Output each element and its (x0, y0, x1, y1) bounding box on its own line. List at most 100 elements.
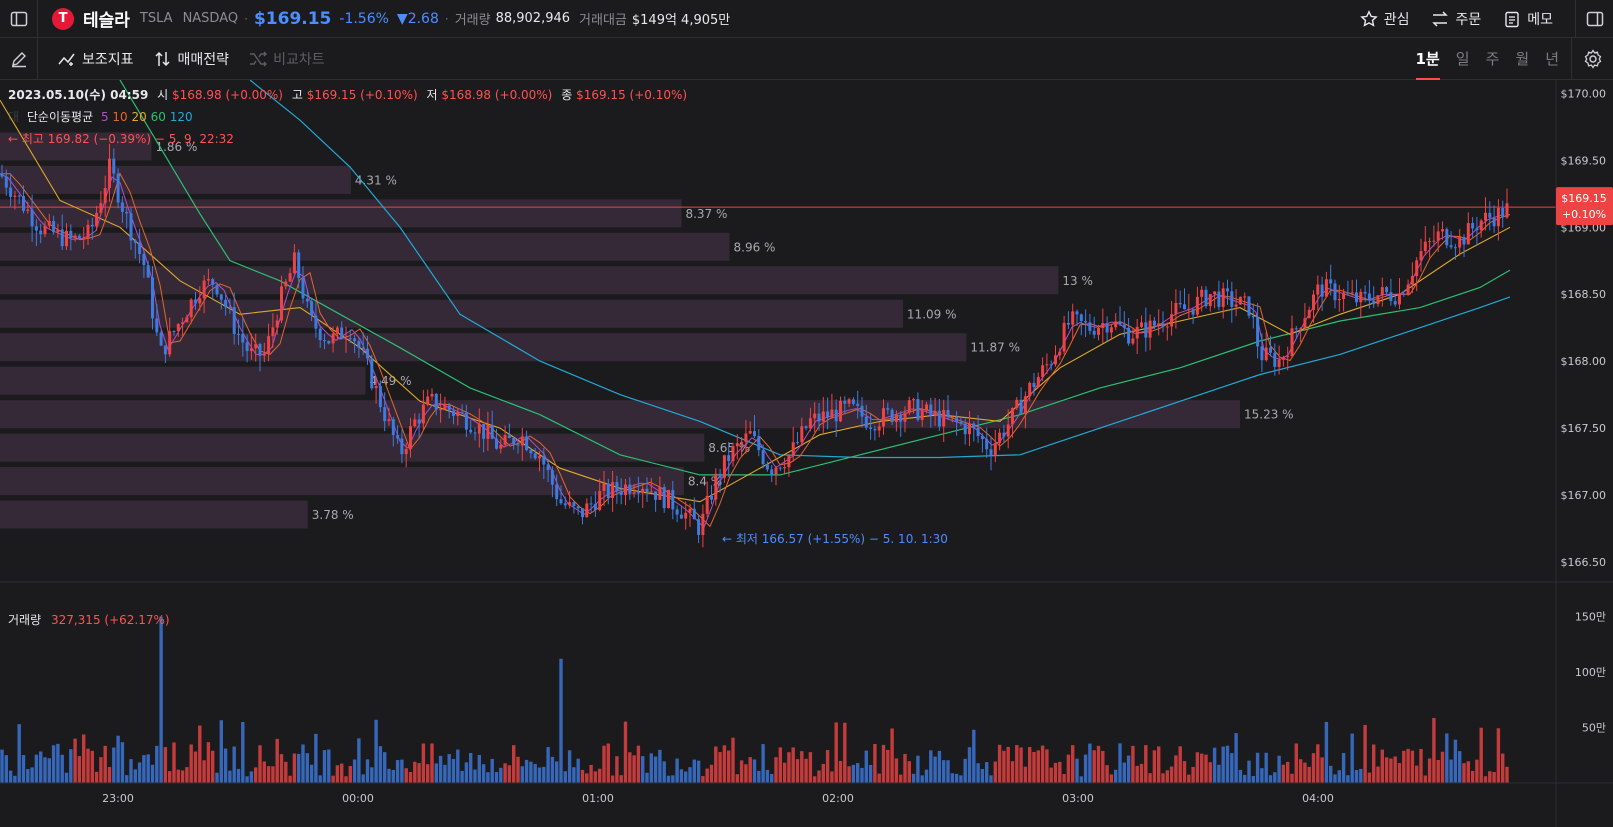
candle-body (361, 347, 365, 349)
candle-body (1041, 365, 1045, 378)
candle-body (873, 429, 877, 431)
volume-bar (73, 738, 77, 783)
volume-bar (322, 750, 327, 783)
candle-body (568, 502, 572, 506)
candle-body (86, 224, 90, 238)
tab-week[interactable]: 주 (1485, 50, 1500, 68)
candle-body (1092, 330, 1096, 335)
candle-body (1337, 299, 1341, 301)
candle-body (1256, 317, 1260, 347)
memo-button[interactable]: 메모 (1503, 9, 1553, 29)
volume-bar (1114, 769, 1118, 783)
volume-bar (598, 768, 602, 783)
volume-bar (51, 745, 56, 783)
sidebar-toggle-button[interactable] (0, 0, 38, 38)
candle-body (602, 483, 606, 491)
strategy-button[interactable]: 매매전략 (154, 49, 229, 69)
volume-bar (1449, 759, 1453, 783)
compare-button[interactable]: 비교차트 (249, 49, 325, 69)
volume-profile-bar (0, 266, 1059, 295)
candle-body (542, 456, 546, 465)
panel-toggle-button[interactable] (1575, 0, 1613, 38)
volume-bar (744, 764, 748, 783)
candle-body (443, 405, 447, 410)
volume-bar (559, 658, 563, 783)
candle-body (1350, 292, 1354, 294)
candle-body (538, 456, 541, 459)
candle-body (490, 425, 494, 439)
volume-bar (641, 756, 645, 783)
volume-bar (808, 752, 813, 783)
candle-body (1226, 288, 1229, 292)
tab-1min[interactable]: 1분 (1415, 38, 1441, 80)
candle-body (125, 211, 129, 214)
candle-body (151, 277, 154, 319)
tab-month[interactable]: 월 (1515, 50, 1530, 68)
candle-body (52, 221, 56, 233)
volume-bar (834, 722, 838, 783)
ma20-line (0, 99, 1511, 503)
volume-bar (1247, 760, 1251, 783)
order-button[interactable]: 주문 (1431, 9, 1481, 29)
volume-bar (94, 771, 99, 783)
candle-body (1088, 322, 1092, 331)
volume-profile-bar (0, 400, 1240, 429)
candle-body (998, 432, 1002, 444)
volume-bar (1144, 745, 1148, 783)
candle-body (1118, 321, 1122, 325)
tab-year[interactable]: 년 (1545, 50, 1559, 68)
candle-body (1281, 357, 1285, 360)
volume-bar (180, 770, 185, 783)
volume-bar (821, 763, 825, 783)
volume-bar (950, 773, 954, 783)
draw-button[interactable] (0, 37, 38, 80)
volume-bar (1505, 766, 1509, 783)
volume-bar (576, 758, 580, 783)
volume-profile-bar (0, 467, 684, 496)
candle-body (271, 327, 275, 337)
volume-bar (1290, 773, 1294, 783)
candle-body (434, 393, 438, 410)
candle-body (1230, 291, 1234, 307)
volume-bar (1204, 754, 1208, 783)
volume-bar (1002, 750, 1006, 783)
current-price-tag-price: $169.15 (1561, 192, 1607, 205)
price-chart[interactable]: 1.86 % 4.31 % 8.37 % 8.96 % 13 % 11.09 % 11.87… (0, 80, 1613, 827)
volume-bar (671, 775, 675, 783)
volume-bar (352, 759, 357, 783)
candle-body (1419, 251, 1423, 261)
candle-body (1140, 322, 1143, 327)
x-tick-label: 23:00 (102, 792, 134, 805)
candle-body (1389, 292, 1393, 302)
shuffle-icon (250, 51, 268, 66)
volume-bar (980, 769, 985, 783)
candle-body (142, 253, 146, 266)
candle-body (1234, 304, 1238, 307)
chart-toolbar: 보조지표 매매전략 비교차트 (0, 37, 1613, 80)
volume-bar (1238, 769, 1243, 783)
candle-body (95, 212, 99, 227)
volume-bar (933, 756, 937, 783)
volume-bar (1402, 750, 1406, 783)
candle-body (662, 487, 666, 509)
candle-body (1264, 347, 1268, 361)
volume-bar (344, 776, 348, 783)
volume-profile-label: 8.65 % (708, 441, 750, 455)
watch-button[interactable]: 관심 (1359, 9, 1409, 29)
candle-body (77, 235, 81, 239)
settings-button[interactable] (1571, 38, 1613, 80)
volume-bar (529, 761, 533, 783)
volume-bar (1255, 752, 1260, 783)
indicators-button[interactable]: 보조지표 (58, 49, 134, 69)
candle-body (1084, 321, 1088, 323)
candle-body (108, 158, 111, 188)
candle-body (1372, 300, 1376, 305)
x-tick-label: 04:00 (1302, 792, 1334, 805)
candle-body (671, 489, 675, 510)
volume-bar (516, 756, 520, 783)
candle-body (348, 338, 352, 340)
tab-day[interactable]: 일 (1455, 50, 1470, 68)
volume-bar (1062, 774, 1066, 783)
volume-bar (675, 758, 679, 783)
volume-bar (1367, 772, 1372, 783)
